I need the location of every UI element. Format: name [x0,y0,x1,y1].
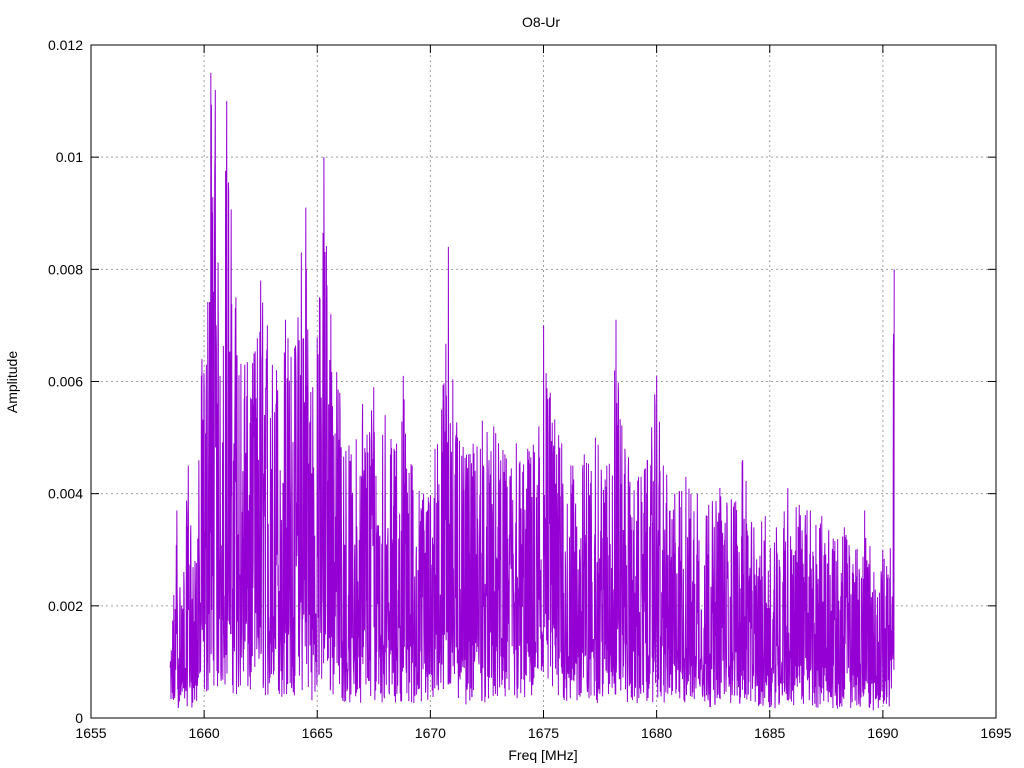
chart-title: O8-Ur [522,14,560,30]
x-tick-label: 1655 [75,725,106,741]
x-tick-label: 1695 [980,725,1011,741]
y-tick-label: 0.006 [48,374,83,390]
x-tick-label: 1665 [302,725,333,741]
y-tick-label: 0 [75,710,83,726]
y-tick-labels: 0 0.002 0.004 0.006 0.008 0.01 0.012 [48,37,83,726]
series-line [169,73,895,711]
x-axis-label: Freq [MHz] [508,747,577,763]
y-tick-label: 0.002 [48,598,83,614]
y-tick-label: 0.004 [48,486,83,502]
x-tick-label: 1675 [528,725,559,741]
x-tick-label: 1690 [867,725,898,741]
y-tick-label: 0.01 [56,149,83,165]
x-tick-label: 1680 [641,725,672,741]
data-series [169,73,895,711]
y-tick-label: 0.008 [48,261,83,277]
axis-ticks [90,44,997,719]
y-axis-label: Amplitude [4,351,20,413]
x-tick-labels: 1655 1660 1665 1670 1675 1680 1685 1690 1695 [75,725,1011,741]
x-tick-label: 1670 [415,725,446,741]
x-tick-label: 1685 [754,725,785,741]
y-tick-label: 0.012 [48,37,83,53]
x-tick-label: 1660 [189,725,220,741]
